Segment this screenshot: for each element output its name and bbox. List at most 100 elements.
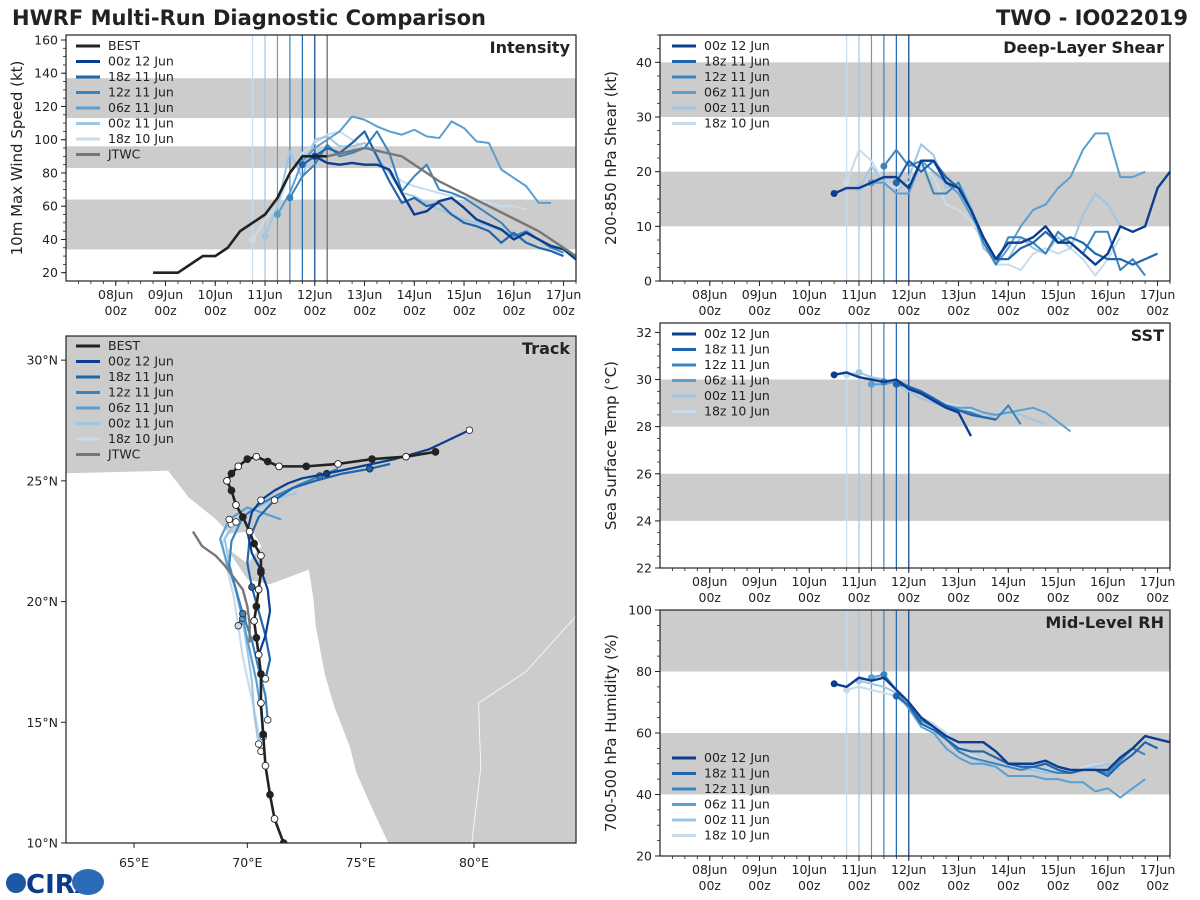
series-start-marker (843, 179, 851, 187)
x-tick-label-day: 09Jun (742, 862, 777, 877)
x-tick-label-hour: 00z (699, 878, 722, 893)
series-line (871, 673, 1146, 799)
series-start-marker (830, 371, 838, 379)
track-marker (366, 465, 374, 473)
series-line (264, 135, 514, 237)
best-track-marker (275, 462, 283, 471)
y-tick-label: 28 (636, 419, 652, 434)
legend-label: 00z 11 Jun (108, 116, 174, 131)
track-marker (264, 716, 272, 724)
threshold-band (660, 62, 1170, 117)
track-marker (225, 515, 233, 524)
x-tick-label-hour: 00z (947, 590, 970, 605)
best-track-marker (334, 460, 342, 468)
best-track-marker (261, 761, 270, 770)
x-tick-label-day: 13Jun (941, 287, 976, 302)
forecast-track (246, 462, 391, 680)
x-tick-label-hour: 00z (1047, 590, 1070, 605)
x-tick-label-hour: 00z (1146, 590, 1169, 605)
x-tick-label-day: 09Jun (148, 287, 183, 302)
y-tick-label: 30 (636, 110, 652, 125)
track-marker (248, 583, 256, 591)
best-track-marker (257, 670, 265, 678)
y-tick-label: 22 (636, 561, 652, 576)
legend-label: 18z 10 Jun (108, 131, 174, 146)
x-tick-label-day: 10Jun (198, 287, 233, 302)
track-marker (257, 496, 265, 504)
lon-tick-label: 65°E (119, 855, 149, 870)
best-track-marker (223, 477, 231, 485)
track-marker (239, 609, 247, 618)
track-marker (234, 622, 242, 630)
series-line (833, 676, 1171, 772)
x-tick-label-hour: 00z (798, 303, 821, 318)
y-tick-label: 80 (42, 165, 58, 180)
x-tick-label-hour: 00z (204, 303, 227, 318)
best-track-marker (259, 730, 268, 739)
x-tick-label-day: 14Jun (991, 862, 1026, 877)
legend-label: BEST (108, 38, 140, 53)
panel-title: Track (522, 339, 570, 358)
x-tick-label-hour: 00z (748, 303, 771, 318)
series-line (833, 159, 1171, 266)
x-tick-label-day: 10Jun (792, 574, 827, 589)
legend-label: 06z 11 Jun (704, 85, 770, 100)
legend-label: 00z 11 Jun (704, 812, 770, 827)
legend-label: 00z 12 Jun (704, 750, 770, 765)
panel-title: Deep-Layer Shear (1003, 38, 1164, 57)
logo-emblem-icon (72, 869, 104, 895)
y-tick-label: 20 (636, 164, 652, 179)
x-tick-label-hour: 00z (1097, 303, 1120, 318)
best-track-marker (266, 790, 274, 799)
series-start-marker (892, 179, 900, 187)
series-line (276, 115, 552, 216)
best-track-marker (234, 462, 243, 471)
best-track-marker (252, 602, 261, 611)
lat-tick-label: 30°N (26, 353, 58, 368)
legend-label: 12z 11 Jun (108, 385, 174, 400)
best-track-marker (368, 455, 376, 463)
x-tick-label-hour: 00z (1146, 878, 1169, 893)
series-start-marker (880, 671, 888, 679)
x-tick-label-day: 17Jun (1140, 574, 1175, 589)
x-tick-label-day: 10Jun (792, 287, 827, 302)
y-tick-label: 20 (636, 849, 652, 864)
y-tick-label: 0 (644, 274, 652, 289)
x-tick-label-hour: 00z (848, 590, 871, 605)
legend-label: 18z 11 Jun (704, 54, 770, 69)
legend-label: 00z 12 Jun (108, 354, 174, 369)
legend-label: JTWC (107, 447, 141, 462)
y-axis-label: 200-850 hPa Shear (kt) (602, 71, 620, 245)
rh-panel: 2040608010008Jun00z09Jun00z10Jun00z11Jun… (602, 603, 1175, 894)
series-start-marker (892, 692, 900, 700)
x-tick-label-day: 17Jun (1140, 862, 1175, 877)
axes-frame (65, 34, 577, 282)
figure-title: HWRF Multi-Run Diagnostic Comparison (12, 6, 486, 30)
legend-label: 18z 11 Jun (704, 766, 770, 781)
x-tick-label-hour: 00z (898, 878, 921, 893)
x-tick-label-day: 12Jun (891, 574, 926, 589)
series-line (896, 383, 997, 421)
best-track-line (153, 155, 328, 274)
cira-logo: CIRA (6, 869, 104, 900)
series-line (883, 673, 1146, 774)
x-tick-label-hour: 00z (898, 590, 921, 605)
best-track-marker (245, 527, 254, 536)
intensity-panel: 2040608010012014016008Jun00z09Jun00z10Ju… (8, 32, 581, 318)
track-map (66, 336, 576, 843)
x-tick-label-hour: 00z (503, 303, 526, 318)
y-tick-label: 60 (42, 199, 58, 214)
series-start-marker (843, 686, 851, 694)
y-tick-label: 60 (636, 726, 652, 741)
x-tick-label-day: 15Jun (446, 287, 481, 302)
legend-label: 12z 11 Jun (704, 357, 770, 372)
legend-label: 18z 11 Jun (704, 342, 770, 357)
best-track-marker (227, 469, 236, 478)
best-track-marker (252, 452, 261, 461)
x-tick-label-hour: 00z (997, 878, 1020, 893)
y-tick-label: 20 (42, 265, 58, 280)
legend-label: 06z 11 Jun (108, 100, 174, 115)
legend-label: 00z 11 Jun (108, 416, 174, 431)
x-tick-label-day: 16Jun (1090, 862, 1125, 877)
x-tick-label-hour: 00z (105, 303, 128, 318)
